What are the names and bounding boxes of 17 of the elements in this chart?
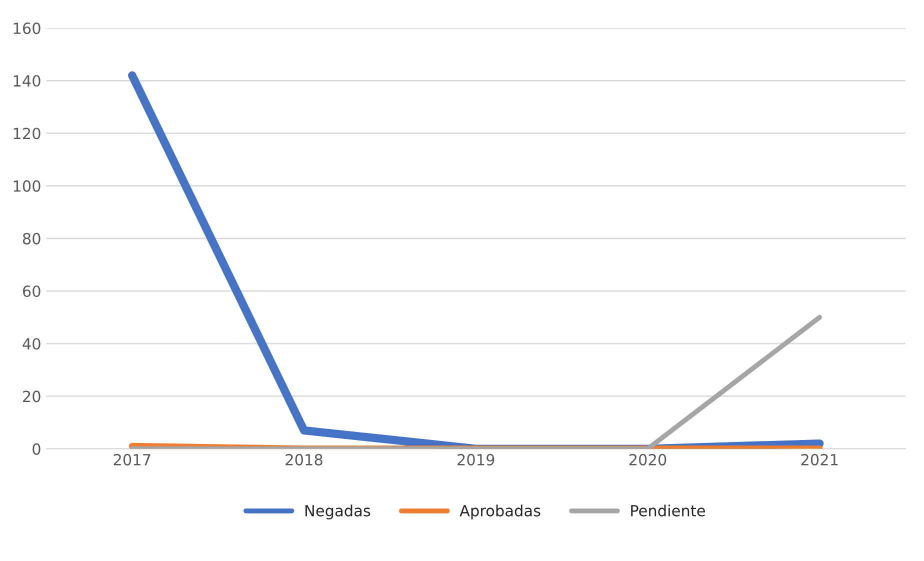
y-tick-label: 80	[22, 232, 40, 244]
y-tick-label: 100	[14, 180, 40, 192]
x-tick-label: 2018	[286, 454, 322, 466]
y-tick-label: 140	[14, 75, 40, 87]
x-tick-label: 2021	[801, 454, 838, 466]
y-tick-label: 60	[22, 285, 40, 298]
x-tick-label: 2019	[458, 454, 494, 466]
y-tick-label: 20	[23, 390, 40, 402]
x-tick-label: 2017	[114, 454, 150, 466]
y-tick-label: 160	[14, 22, 40, 34]
x-tick-label: 2020	[629, 454, 666, 466]
y-tick-label: 120	[14, 128, 40, 140]
legend-label: Negadas	[305, 504, 370, 520]
legend-label: Pendiente	[631, 504, 705, 516]
legend-label: Aprobadas	[460, 504, 540, 520]
y-tick-label: 40	[22, 338, 40, 350]
y-tick-label: 0	[32, 443, 40, 455]
